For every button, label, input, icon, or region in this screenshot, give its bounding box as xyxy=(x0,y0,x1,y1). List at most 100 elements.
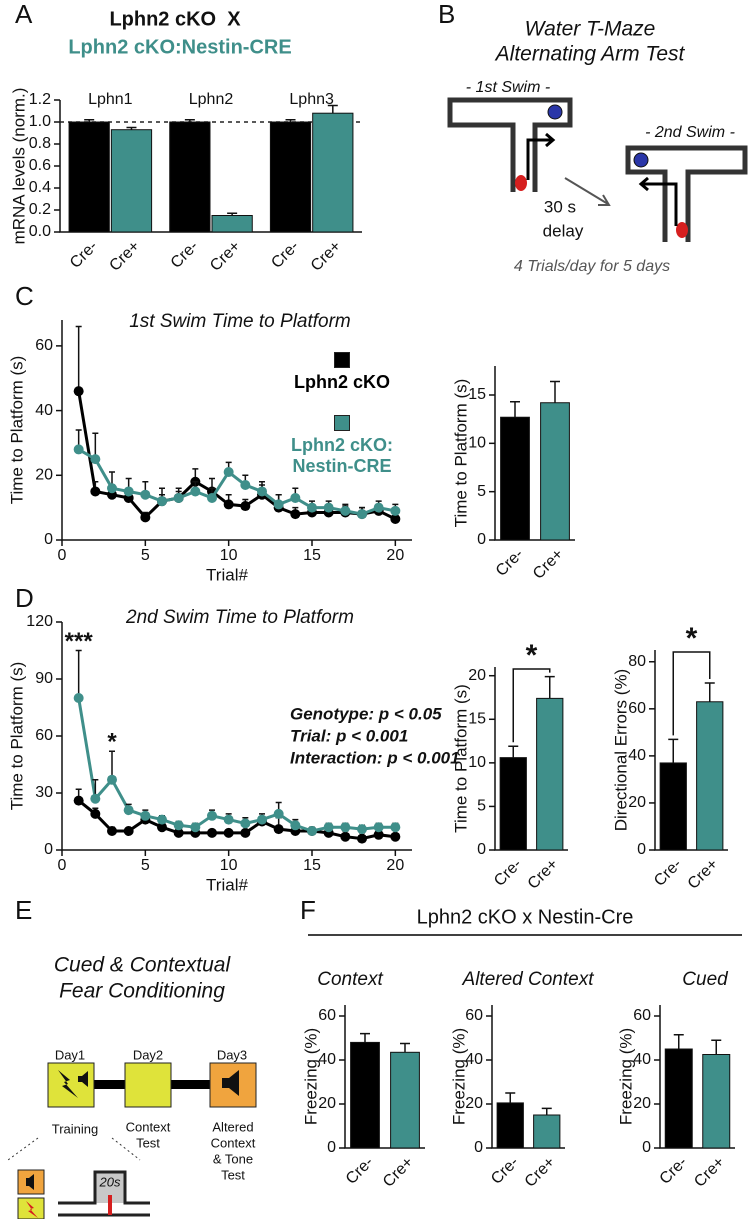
x-tick-label: 5 xyxy=(141,547,150,564)
y-tick-label: 60 xyxy=(465,1007,483,1024)
bar xyxy=(702,1054,731,1149)
panel-label: F xyxy=(300,895,316,925)
x-tick-label: Cre- xyxy=(67,238,101,272)
error-bar xyxy=(505,1092,516,1103)
diagram-footer: 4 Trials/day for 5 days xyxy=(514,258,670,275)
point xyxy=(357,824,367,835)
point xyxy=(273,808,284,819)
panel-label: C xyxy=(15,281,34,311)
point xyxy=(140,810,151,821)
bar xyxy=(664,1048,693,1149)
x-tick-label: Cre- xyxy=(343,1154,377,1188)
error-bar xyxy=(400,1042,410,1053)
y-tick-label: 60 xyxy=(633,1007,651,1024)
y-tick-label: 90 xyxy=(35,670,53,687)
y-tick-label: 0.0 xyxy=(29,223,51,240)
x-tick-label: Cre- xyxy=(493,546,527,580)
error-bar xyxy=(711,1039,722,1055)
error-bar xyxy=(327,104,338,114)
y-tick-label: 0 xyxy=(474,1139,483,1156)
tone-icon xyxy=(222,1070,239,1096)
y-tick-label: 1.2 xyxy=(29,91,51,108)
y-tick-label: 10 xyxy=(468,754,486,771)
point xyxy=(240,501,251,512)
error-bar xyxy=(673,1033,684,1049)
y-tick-label: 60 xyxy=(318,1007,336,1024)
point xyxy=(190,822,201,833)
y-tick-label: 15 xyxy=(468,711,486,728)
stats-text: Interaction: p < 0.001 xyxy=(290,748,460,767)
chart-title: Altered Context xyxy=(462,969,595,990)
y-tick-label: 120 xyxy=(26,613,53,630)
point xyxy=(140,489,151,500)
swim-label: - 1st Swim - xyxy=(466,79,550,96)
error-bar xyxy=(75,325,82,392)
bar xyxy=(540,402,570,541)
point xyxy=(90,454,101,465)
significance-bracket xyxy=(672,651,711,736)
legend-label: Lphn2 cKO: Nestin-CRE xyxy=(291,435,393,476)
point xyxy=(257,814,267,825)
legend-swatch xyxy=(334,352,350,368)
day-box xyxy=(124,1062,172,1108)
y-tick-label: 40 xyxy=(35,402,53,419)
point xyxy=(357,833,367,844)
axes xyxy=(59,100,362,233)
y-axis-label: Freezing (%) xyxy=(301,1028,320,1125)
x-tick-label: 0 xyxy=(58,547,67,564)
point xyxy=(307,826,317,836)
point xyxy=(223,467,234,478)
tone-icon xyxy=(78,1071,88,1087)
x-tick-label: Cre+ xyxy=(106,238,143,275)
point xyxy=(207,810,217,821)
point xyxy=(90,808,101,819)
x-tick-label: 15 xyxy=(303,547,321,564)
significance-label: * xyxy=(686,622,698,655)
error-bar xyxy=(668,738,679,763)
bar xyxy=(659,762,687,851)
x-tick-label: Cre+ xyxy=(380,1154,417,1191)
point xyxy=(207,827,217,838)
point xyxy=(157,496,167,507)
day-label: Day1 xyxy=(55,1047,85,1062)
point xyxy=(107,483,117,494)
stats-text: Genotype: p < 0.05 xyxy=(290,704,442,723)
y-tick-label: 20 xyxy=(633,1095,651,1112)
chart-title: Cued xyxy=(682,969,729,990)
y-tick-label: 0 xyxy=(44,841,53,858)
bar xyxy=(390,1051,420,1149)
shock-icon xyxy=(26,1201,38,1218)
y-tick-label: 10 xyxy=(468,435,486,452)
y-tick-label: 40 xyxy=(628,747,646,764)
point xyxy=(107,826,117,836)
x-tick-label: 5 xyxy=(141,857,150,874)
platform xyxy=(633,152,649,168)
shock-icon xyxy=(58,1070,78,1098)
y-axis-label: Time to Platform (s) xyxy=(7,662,26,811)
y-tick-label: 20 xyxy=(465,1095,483,1112)
annotation: * xyxy=(107,729,117,756)
y-tick-label: 60 xyxy=(628,700,646,717)
error-bar xyxy=(541,1107,552,1115)
panel-label: B xyxy=(438,0,455,29)
point xyxy=(90,793,101,804)
legend: Lphn2 cKO Lphn2 cKO: Nestin-CRE xyxy=(272,352,412,499)
point xyxy=(290,509,301,520)
x-tick-label: 10 xyxy=(220,547,238,564)
platform xyxy=(547,104,563,120)
point xyxy=(223,499,234,510)
point xyxy=(73,795,84,806)
error-bar xyxy=(508,745,519,758)
point xyxy=(390,513,401,524)
diagram-title: Cued & Contextual xyxy=(54,954,232,977)
y-tick-label: 80 xyxy=(628,653,646,670)
point xyxy=(157,814,167,825)
chart-title: Lphn2 cKO X xyxy=(109,8,241,30)
annotation: *** xyxy=(65,628,94,655)
group-label: Lphn2 xyxy=(189,91,234,108)
point xyxy=(90,486,101,497)
significance-label: * xyxy=(526,639,538,672)
y-tick-label: 0 xyxy=(637,841,646,858)
diagram-title: Fear Conditioning xyxy=(59,980,225,1003)
